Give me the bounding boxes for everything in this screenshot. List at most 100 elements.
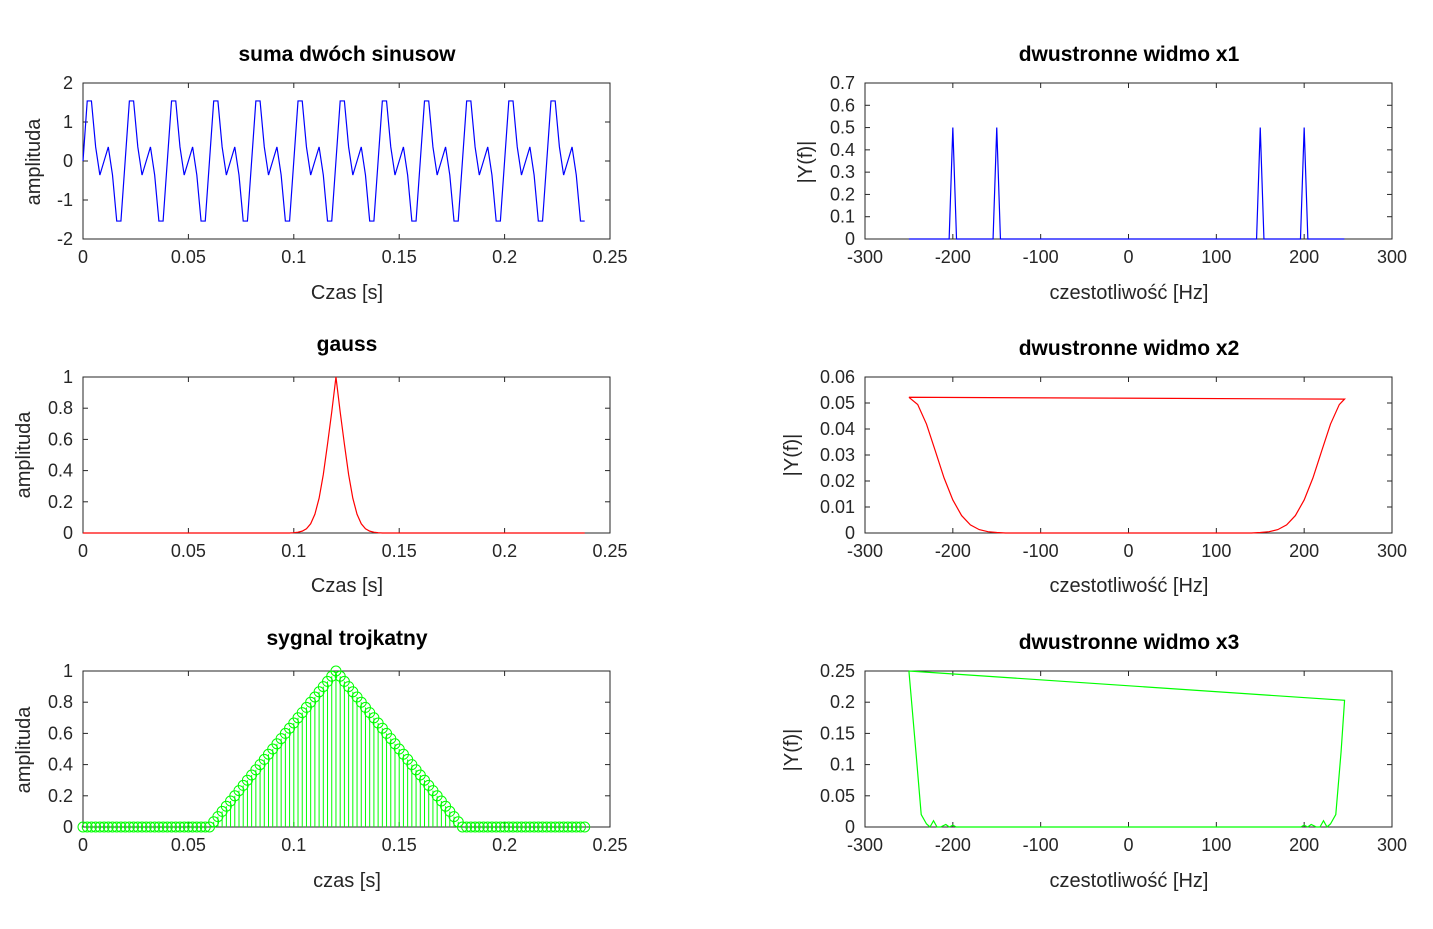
stem-marker <box>515 821 527 833</box>
x-axis-label: czas [s] <box>313 870 381 892</box>
stem-marker <box>545 821 557 833</box>
stem-marker <box>528 821 540 833</box>
stem-marker <box>115 821 127 833</box>
stem-marker <box>482 821 494 833</box>
x-tick-label: -100 <box>1023 247 1059 267</box>
x-axis-label: czestotliwość [Hz] <box>1050 282 1209 304</box>
y-tick-label: 0.4 <box>830 140 855 160</box>
y-tick-label: 1 <box>63 661 73 681</box>
y-tick-label: -1 <box>57 190 73 210</box>
stem-marker <box>161 821 173 833</box>
stem-marker <box>507 821 519 833</box>
y-tick-label: 0.2 <box>48 786 73 806</box>
chart-title: gauss <box>317 333 378 356</box>
stem-marker <box>98 821 110 833</box>
x-tick-label: 0.1 <box>281 247 306 267</box>
stem-marker <box>174 821 186 833</box>
x-tick-label: 0 <box>78 247 88 267</box>
chart-title: dwustronne widmo x2 <box>1019 337 1240 360</box>
y-tick-label: 0.02 <box>820 471 855 491</box>
x-tick-label: 200 <box>1289 541 1319 561</box>
stem-marker <box>486 821 498 833</box>
y-axis-label: |Y(f)| <box>795 141 817 184</box>
stem-marker <box>187 821 199 833</box>
plot-area: 0 0.05 0.1 0.15 0.2 0.25 0 0.2 0.4 0.6 0.8 1 <box>48 661 628 855</box>
y-axis-label: |Y(f)| <box>781 729 803 772</box>
stem-marker <box>503 821 515 833</box>
y-tick-label: 0.4 <box>48 461 73 481</box>
stem-marker <box>144 821 156 833</box>
series-line <box>908 127 1345 240</box>
y-tick-label: 0 <box>63 817 73 837</box>
chart-title: dwustronne widmo x3 <box>1019 631 1240 654</box>
stem-marker <box>461 821 473 833</box>
x-tick-label: -100 <box>1023 541 1059 561</box>
x-tick-label: -200 <box>935 247 971 267</box>
axes-box <box>82 82 611 240</box>
axes-box <box>864 376 1393 534</box>
stem-marker <box>566 821 578 833</box>
x-tick-label: 0 <box>1123 835 1133 855</box>
x-tick-label: 0.2 <box>492 541 517 561</box>
y-axis-label: |Y(f)| <box>781 434 803 477</box>
y-tick-label: 0.06 <box>820 367 855 387</box>
x-tick-label: 100 <box>1201 541 1231 561</box>
stem-marker <box>140 821 152 833</box>
stem-marker <box>499 821 511 833</box>
y-tick-label: 0.8 <box>48 398 73 418</box>
x-tick-label: -300 <box>847 541 883 561</box>
subplot-widmo-x1: -300 -200 -100 0 100 200 30000.10.20.30.40.50.… <box>795 43 1407 304</box>
y-tick-label: 0.01 <box>820 497 855 517</box>
stem-marker <box>81 821 93 833</box>
y-tick-label: 0.4 <box>48 755 73 775</box>
stem-marker <box>570 821 582 833</box>
stem-marker <box>111 821 123 833</box>
chart-title: dwustronne widmo x1 <box>1019 43 1240 66</box>
y-tick-label: 0.3 <box>830 162 855 182</box>
x-tick-label: 0.1 <box>281 835 306 855</box>
x-tick-label: 0 <box>78 541 88 561</box>
x-tick-label: 0.25 <box>592 835 627 855</box>
y-axis-label: amplituda <box>23 118 45 206</box>
stem-marker <box>562 821 574 833</box>
subplot-widmo-x3: -300 -200 -100 0 100 200 300 0 0.05 0.1 0.15 0.2 0.2… <box>781 631 1407 892</box>
stem-marker <box>558 821 570 833</box>
chart-title: sygnal trojkatny <box>266 627 427 650</box>
x-tick-label: 300 <box>1377 541 1407 561</box>
stem-marker <box>473 821 485 833</box>
series-line <box>82 100 585 222</box>
x-tick-label: 0.15 <box>382 541 417 561</box>
stem-marker <box>136 821 148 833</box>
y-tick-label: 0.6 <box>830 95 855 115</box>
stem-marker <box>85 821 97 833</box>
subplot-widmo-x2: -300 -200 -100 0 100 200 300 0 0.01 0.02 0.03 0.04 0… <box>781 337 1407 597</box>
stem-marker <box>191 821 203 833</box>
stem-marker <box>195 821 207 833</box>
y-tick-label: 0.5 <box>830 118 855 138</box>
x-axis-label: Czas [s] <box>311 575 383 597</box>
y-tick-label: 0 <box>845 523 855 543</box>
y-tick-label: 0.1 <box>830 207 855 227</box>
y-tick-label: 0.2 <box>830 184 855 204</box>
stem-marker <box>494 821 506 833</box>
x-tick-label: 0.05 <box>171 541 206 561</box>
series-line <box>908 396 1346 534</box>
subplot-sygnal-trojkatny: 0 0.05 0.1 0.15 0.2 0.25 0 0.2 0.4 0.6 0.8 1 sygnal… <box>13 627 628 892</box>
stem-markers <box>77 665 591 833</box>
stem-marker <box>511 821 523 833</box>
stem-marker <box>119 821 131 833</box>
stem-marker <box>149 821 161 833</box>
y-tick-label: 0.7 <box>830 73 855 93</box>
axes-box <box>864 82 1393 240</box>
stem-marker <box>128 821 140 833</box>
y-tick-label: 0.2 <box>48 492 73 512</box>
stem-marker <box>166 821 178 833</box>
stem-marker <box>465 821 477 833</box>
x-axis-label: Czas [s] <box>311 282 383 304</box>
stem-marker <box>123 821 135 833</box>
x-tick-label: 0.1 <box>281 541 306 561</box>
x-tick-label: 0.2 <box>492 835 517 855</box>
plot-area: 0 0.05 0.1 0.15 0.2 0.25 0 0.2 0.4 0.6 0.8 1 <box>48 367 628 561</box>
x-tick-label: 0 <box>1123 541 1133 561</box>
